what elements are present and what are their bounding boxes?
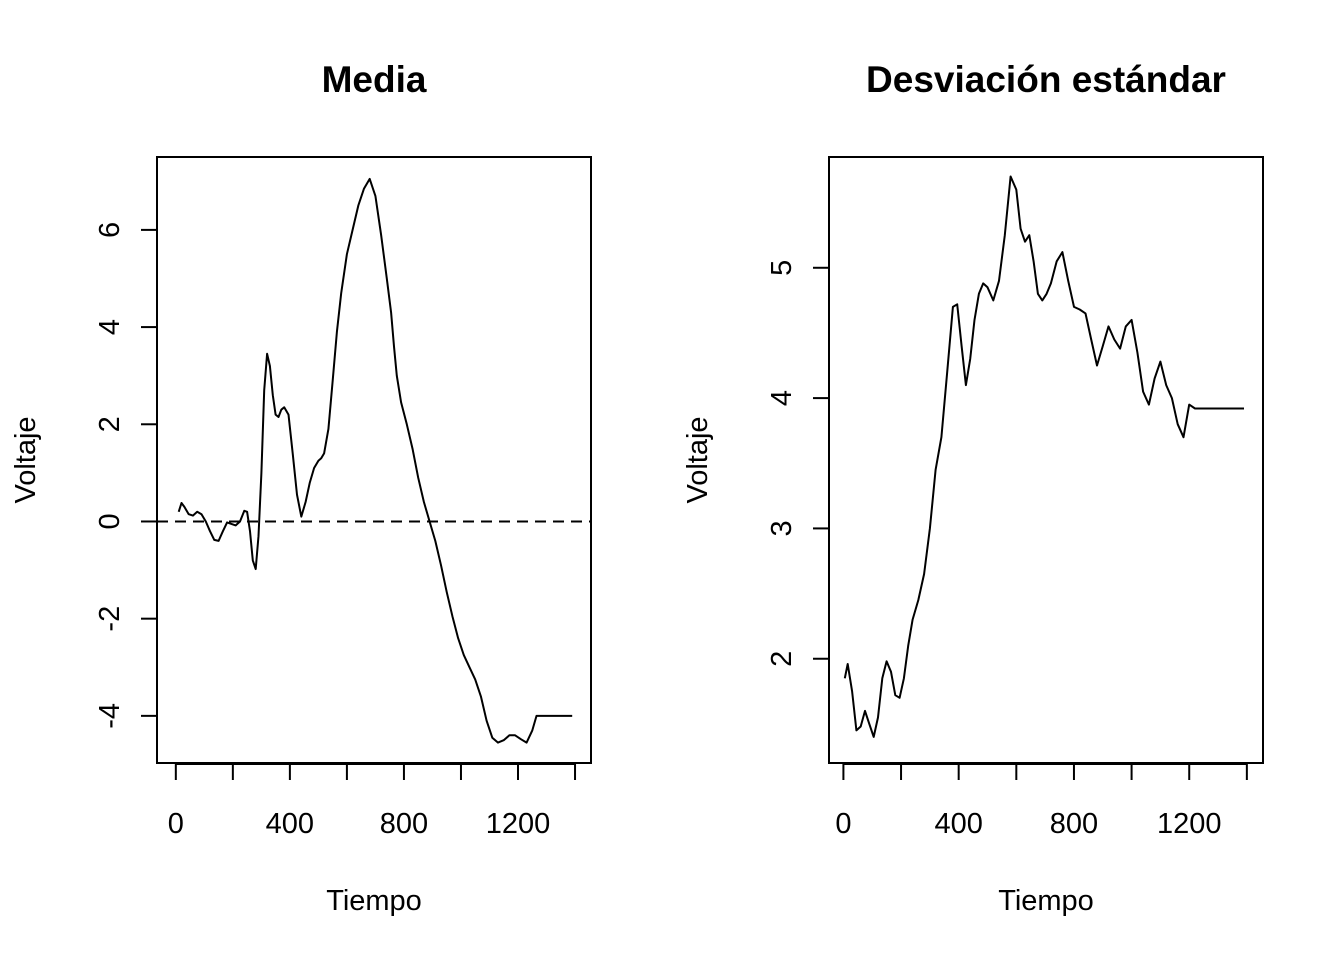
x-axis-label: Tiempo	[998, 885, 1094, 917]
y-tick-label: 0	[94, 513, 126, 529]
chart-title: Media	[322, 59, 427, 100]
y-tick-label: 6	[94, 222, 126, 238]
y-tick-label: 4	[94, 319, 126, 335]
y-axis: 2 3 4 5	[766, 260, 830, 667]
x-tick-label: 800	[1050, 808, 1098, 840]
chart-title: Desviación estándar	[866, 59, 1226, 100]
x-tick-label: 800	[380, 808, 428, 840]
y-tick-label: -2	[94, 606, 126, 632]
y-tick-label: 5	[766, 260, 798, 276]
x-tick-label: 0	[835, 808, 851, 840]
y-axis-label: Voltaje	[682, 416, 714, 503]
series-line	[843, 175, 1244, 738]
y-axis: -4 -2 0 2 4 6	[94, 222, 158, 729]
chart-desviacion: Desviación estándar Tiempo Voltaje 0 400 8…	[682, 59, 1264, 917]
x-axis: 0 400 800 1200	[168, 763, 577, 840]
y-tick-label: 3	[766, 520, 798, 536]
x-tick-label: 400	[266, 808, 314, 840]
x-tick-label: 1200	[1157, 808, 1222, 840]
x-tick-label: 400	[934, 808, 982, 840]
plot-area	[843, 175, 1244, 738]
plot-area	[157, 177, 591, 744]
y-tick-label: 4	[766, 390, 798, 406]
y-tick-label: -4	[94, 703, 126, 729]
y-axis-label: Voltaje	[10, 416, 42, 503]
chart-media: Media Tiempo Voltaje 0 400 800 1200 -4 -2 0 2 4…	[10, 59, 592, 917]
x-tick-label: 1200	[486, 808, 551, 840]
series-line	[177, 177, 573, 744]
x-axis: 0 400 800 1200	[835, 763, 1248, 840]
x-tick-label: 0	[168, 808, 184, 840]
x-axis-label: Tiempo	[326, 885, 422, 917]
y-tick-label: 2	[94, 416, 126, 432]
y-tick-label: 2	[766, 651, 798, 667]
